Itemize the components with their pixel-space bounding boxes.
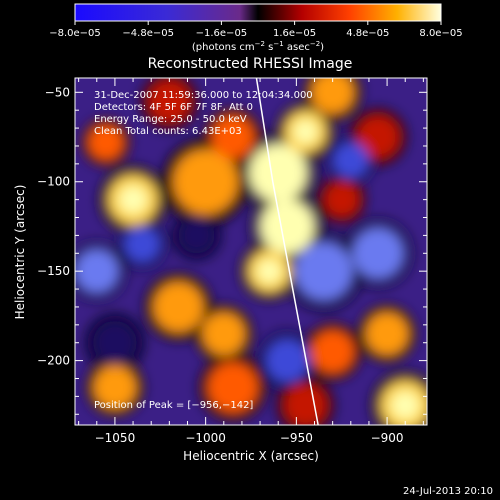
blob-25 — [265, 338, 310, 383]
x-axis-label: Heliocentric X (arcsec) — [183, 449, 319, 463]
colorbar-tick-label: 8.0e−05 — [419, 28, 462, 39]
colorbar-tick-label: 1.6e−05 — [273, 28, 316, 39]
blob-16 — [365, 312, 409, 356]
blob-21 — [294, 242, 353, 301]
colorbar-tick-label: 4.8e−05 — [346, 28, 389, 39]
plot-frame — [74, 77, 428, 426]
blob-11 — [207, 362, 259, 413]
blob-19 — [147, 79, 192, 124]
render-date: 24-Jul-2013 20:10 — [403, 486, 493, 497]
peak-position-label: Position of Peak = [−956,−142] — [94, 400, 253, 411]
blob-5 — [211, 115, 255, 159]
annotation-line: Clean Total counts: 6.43E+03 — [94, 126, 242, 137]
x-tick-label: −1000 — [185, 431, 226, 445]
y-tick-label: −200 — [37, 354, 70, 368]
blob-9 — [202, 312, 246, 356]
colorbar-tick-label: −4.8e−05 — [122, 28, 174, 39]
blob-15 — [310, 329, 355, 374]
blob-8 — [153, 281, 204, 333]
y-tick-label: −50 — [45, 85, 70, 99]
chart-title: Reconstructed RHESSI Image — [148, 56, 353, 72]
blob-7 — [87, 124, 124, 161]
y-axis-label: Heliocentric Y (arcsec) — [13, 185, 27, 320]
blob-12 — [310, 78, 355, 115]
blob-core-17 — [391, 391, 420, 420]
blob-26 — [93, 320, 137, 365]
blob-10 — [93, 365, 137, 410]
annotation-line: Detectors: 4F 5F 6F 7F 8F, Att 0 — [94, 102, 253, 113]
colorbar-tick-label: −1.6e−05 — [196, 28, 248, 39]
blob-core-0 — [262, 156, 295, 189]
blob-24 — [123, 226, 161, 263]
blob-core-3 — [257, 259, 282, 284]
blob-20 — [75, 249, 119, 293]
blob-core-1 — [272, 211, 303, 242]
annotation-line: Energy Range: 25.0 - 50.0 keV — [94, 114, 247, 125]
x-axis-ticks: −1050 −1000 −950 −900 — [78, 78, 424, 445]
colorbar — [74, 3, 442, 22]
blob-18 — [283, 383, 328, 425]
x-tick-label: −1050 — [95, 431, 136, 445]
blob-core-6 — [119, 185, 148, 214]
annotation-line: 31-Dec-2007 11:59:36.000 to 12:04:34.000 — [94, 90, 313, 101]
colorbar-tick-label: −8.0e−05 — [49, 28, 101, 39]
blob-23 — [332, 142, 369, 179]
blob-22 — [352, 227, 404, 279]
colorbar-ticks: −8.0e−05 −4.8e−05 −1.6e−05 1.6e−05 4.8e−05 8.… — [49, 21, 463, 39]
y-axis-ticks: −50 −100 −150 −200 — [37, 85, 427, 415]
solar-limb-line — [255, 78, 319, 425]
colorbar-units: (photons cm−2 s−1 asec−2) — [192, 40, 324, 53]
info-annotations: 31-Dec-2007 11:59:36.000 to 12:04:34.000… — [94, 90, 313, 137]
y-tick-label: −100 — [37, 175, 70, 189]
blob-27 — [178, 217, 215, 254]
y-tick-label: −150 — [37, 264, 70, 278]
blob-14 — [323, 181, 360, 218]
blob-13 — [356, 115, 400, 159]
x-tick-label: −900 — [371, 431, 404, 445]
image-layer — [75, 78, 427, 425]
x-tick-label: −950 — [280, 431, 313, 445]
blob-4 — [172, 149, 239, 215]
intensity-field — [75, 78, 427, 425]
blob-core-2 — [293, 119, 318, 144]
